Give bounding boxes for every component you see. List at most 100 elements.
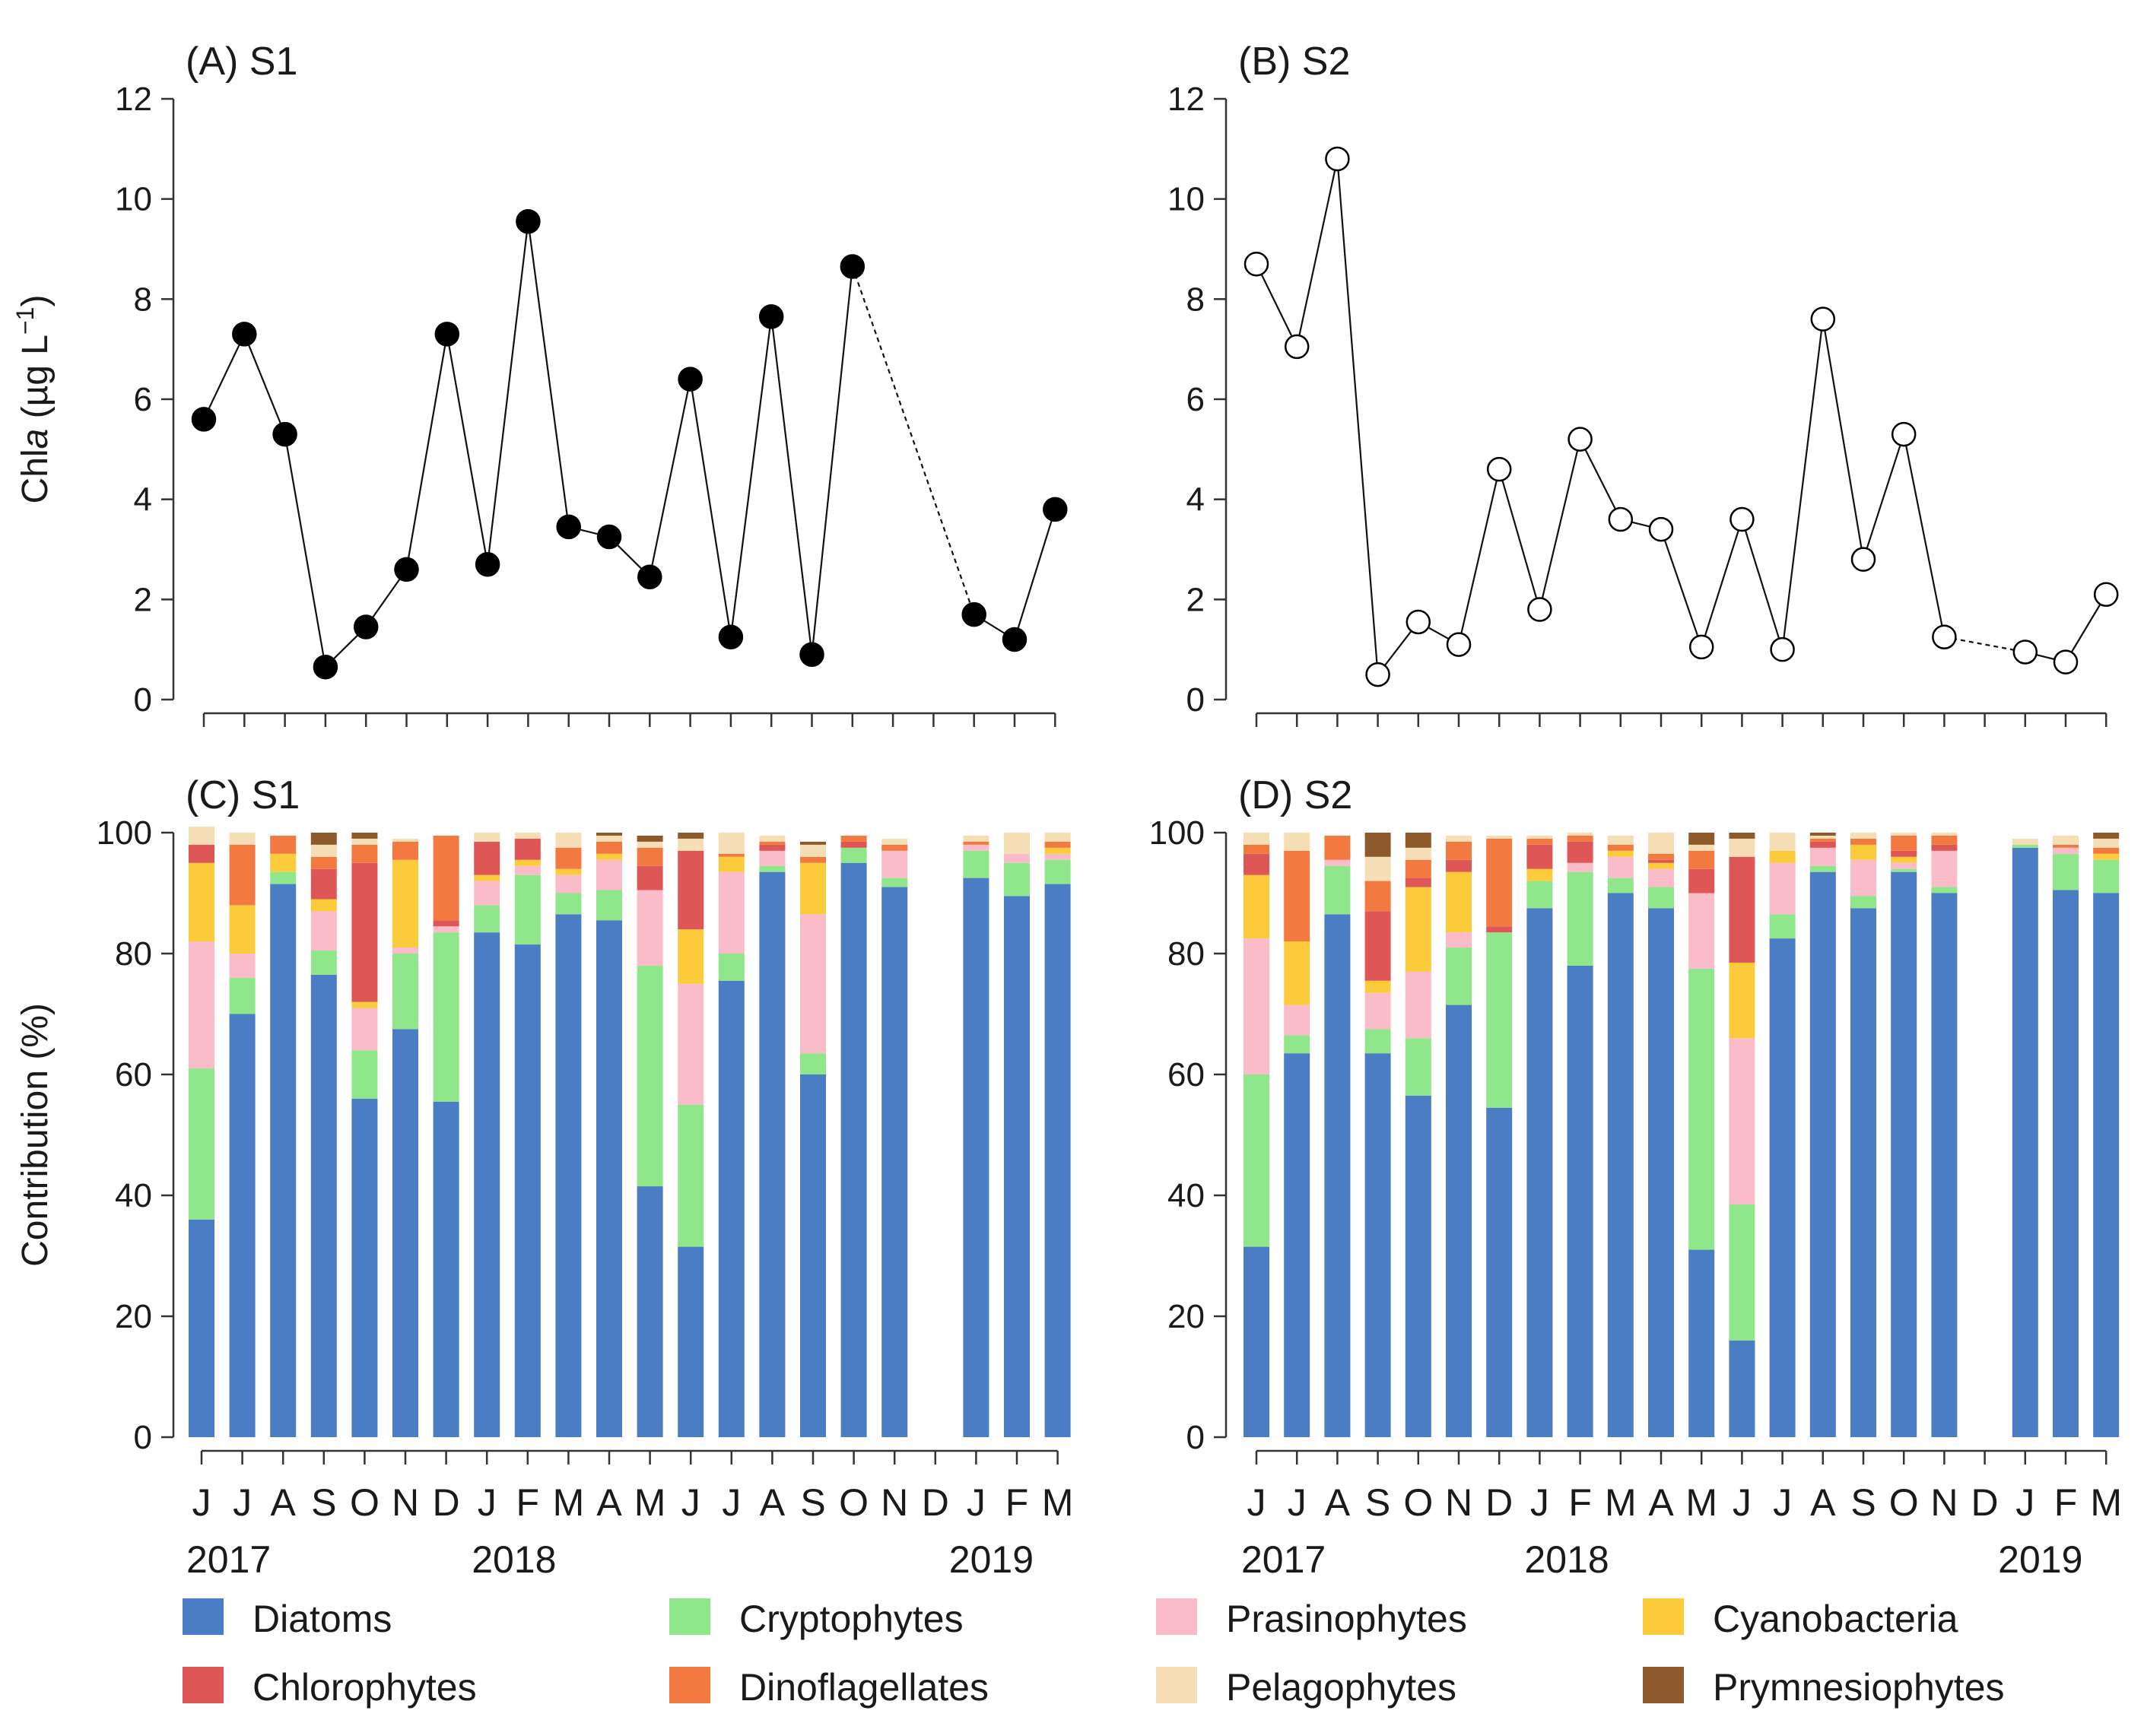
bar-segment-prasinophytes <box>555 874 582 893</box>
bar-segment-diatoms <box>1688 1249 1715 1437</box>
bar-segment-cyanobacteria <box>1648 862 1674 869</box>
legend-label: Prasinophytes <box>1226 1598 1467 1640</box>
x-tick-label: D <box>1971 1481 1999 1524</box>
bar-segment-prasinophytes <box>1891 862 1917 869</box>
y-axis-label-part: −1 <box>11 307 39 335</box>
x-tick-label: A <box>596 1481 622 1524</box>
bar-segment-diatoms <box>678 1246 704 1437</box>
bar-segment-pelagophytes <box>1405 847 1431 860</box>
bar-segment-dinoflagellates <box>963 841 989 845</box>
bar-segment-prasinophytes <box>718 871 745 954</box>
bar-segment-cyanobacteria <box>678 929 704 984</box>
bar-segment-prasinophytes <box>1044 853 1071 860</box>
bar-segment-prymnesiophytes <box>800 841 826 845</box>
bar-segment-pelagophytes <box>1931 833 1958 836</box>
bar-segment-prasinophytes <box>229 954 256 978</box>
bar-segment-dinoflagellates <box>1648 853 1674 860</box>
y-tick-label: 10 <box>1167 181 1205 218</box>
bar-segment-cryptophytes <box>1769 914 1796 939</box>
data-point <box>1932 624 1957 649</box>
bar-segment-cyanobacteria <box>1446 871 1472 933</box>
bar-segment-cryptophytes <box>1044 859 1071 884</box>
bar-segment-pelagophytes <box>1044 833 1071 842</box>
bar-segment-cryptophytes <box>1004 862 1030 897</box>
bar-segment-cryptophytes <box>1607 878 1634 893</box>
series-segment <box>1822 319 1865 560</box>
x-tick-label: J <box>478 1481 497 1524</box>
y-axis-label-part: Chl <box>15 449 56 503</box>
bar-segment-dinoflagellates <box>1405 859 1431 878</box>
data-point <box>1244 252 1269 277</box>
y-tick-label: 12 <box>1167 81 1205 118</box>
series-segment <box>1256 263 1298 348</box>
series-segment <box>446 334 489 565</box>
series-segment <box>1781 319 1824 650</box>
bar-segment-cryptophytes <box>718 954 745 981</box>
bar-segment-diatoms <box>1648 908 1674 1437</box>
bar-segment-cyanobacteria <box>392 859 418 948</box>
bar-segment-diatoms <box>840 862 867 1437</box>
bar-segment-cyanobacteria <box>596 853 622 860</box>
bar-segment-pelagophytes <box>1729 838 1755 857</box>
bar-segment-dinoflagellates <box>1284 850 1310 942</box>
bar-segment-prymnesiophytes <box>351 833 378 839</box>
y-tick-label: 8 <box>1186 281 1205 318</box>
bar-segment-cryptophytes <box>1284 1035 1310 1054</box>
bar-segment-cyanobacteria <box>1526 868 1553 881</box>
x-year-label: 2017 <box>1241 1538 1326 1581</box>
data-point <box>1527 597 1552 622</box>
bar-segment-prasinophytes <box>963 844 989 851</box>
x-tick-label: S <box>311 1481 336 1524</box>
x-tick-label: A <box>760 1481 786 1524</box>
x-tick-label: M <box>1605 1481 1637 1524</box>
bar-segment-dinoflagellates <box>1324 835 1351 860</box>
bar-segment-diatoms <box>1607 893 1634 1437</box>
bar-segment-prasinophytes <box>1244 938 1269 1074</box>
bar-segment-pelagophytes <box>310 844 337 857</box>
x-tick-label: M <box>1042 1481 1074 1524</box>
bar-segment-pelagophytes <box>189 827 214 845</box>
bar-segment-cryptophytes <box>1931 887 1958 893</box>
bar-segment-cyanobacteria <box>1284 941 1310 1005</box>
data-point <box>1486 456 1512 482</box>
bar-segment-diatoms <box>1446 1004 1472 1437</box>
y-tick-label: 40 <box>1167 1177 1205 1214</box>
bar-segment-dinoflagellates <box>351 844 378 863</box>
bar-segment-chlorophytes <box>1486 926 1513 933</box>
bar-segment-diatoms <box>1729 1340 1755 1437</box>
legend-label: Chlorophytes <box>253 1666 477 1709</box>
bar-segment-prymnesiophytes <box>2093 833 2120 839</box>
data-point <box>840 254 866 279</box>
bar-segment-diatoms <box>433 1101 459 1437</box>
data-point <box>1002 627 1028 652</box>
x-tick-label: J <box>1733 1481 1752 1524</box>
bar-segment-cryptophytes <box>514 874 541 945</box>
bar-segment-cryptophytes <box>189 1068 214 1220</box>
bar-segment-diatoms <box>351 1098 378 1437</box>
bar-segment-cyanobacteria <box>1044 847 1071 854</box>
x-tick-label: M <box>634 1481 666 1524</box>
bar-segment-prasinophytes <box>1850 859 1876 897</box>
y-tick-label: 100 <box>97 814 152 852</box>
x-tick-label: F <box>516 1481 540 1524</box>
bar-segment-diatoms <box>1526 908 1553 1437</box>
y-axis-label: Chla (µg L−1) <box>11 295 56 504</box>
data-point <box>191 407 217 432</box>
series-segment <box>1701 519 1743 648</box>
bar-segment-diatoms <box>759 871 786 1437</box>
bar-segment-cryptophytes <box>678 1104 704 1247</box>
bar-segment-pelagophytes <box>229 833 256 845</box>
data-point <box>637 564 662 589</box>
bar-segment-dinoflagellates <box>1688 850 1715 869</box>
data-point <box>434 322 460 347</box>
bar-segment-prasinophytes <box>1567 862 1593 872</box>
legend-item: Chlorophytes <box>183 1666 477 1709</box>
bar-segment-prasinophytes <box>310 911 337 951</box>
bar-segment-pelagophytes <box>1486 835 1513 839</box>
bar-segment-diatoms <box>596 920 622 1437</box>
series-segment <box>1862 433 1905 560</box>
bar-segment-pelagophytes <box>637 841 663 848</box>
bar-segment-chlorophytes <box>840 841 867 848</box>
bar-segment-cyanobacteria <box>270 853 297 872</box>
bar-segment-diatoms <box>1004 896 1030 1437</box>
